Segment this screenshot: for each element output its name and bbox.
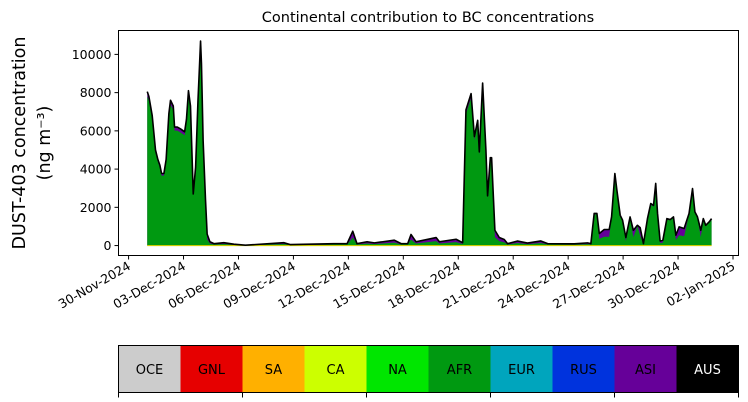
y-axis: 0 2000 4000 6000 8000 10000 [72, 47, 119, 253]
y-tick-label: 2000 [80, 200, 112, 215]
area-series-asi [147, 41, 712, 246]
legend-colorbar: OCE GNL SA CA NA AFR EUR RUS ASI AUS [118, 345, 739, 398]
legend-frame [118, 345, 739, 393]
legend-label-afr: AFR [447, 363, 472, 378]
y-axis-label-line2: (ng m⁻³) [35, 106, 55, 181]
x-axis: 30-Nov-202403-Dec-202406-Dec-202409-Dec-… [56, 255, 738, 312]
legend-label-oce: OCE [136, 363, 164, 378]
legend-swatch-asi [614, 345, 677, 393]
legend-label-asi: ASI [635, 363, 656, 378]
y-axis-label-line1: DUST-403 concentration [10, 37, 30, 250]
legend-label-ca: CA [327, 363, 345, 378]
legend-label-rus: RUS [570, 363, 597, 378]
chart-title: Continental contribution to BC concentra… [262, 10, 594, 26]
axes-frame [118, 30, 739, 256]
total-line [146, 40, 713, 246]
y-tick-label: 0 [104, 238, 112, 253]
y-tick-label: 4000 [80, 162, 112, 177]
legend-label-sa: SA [265, 363, 282, 378]
legend-label-eur: EUR [508, 363, 535, 378]
legend-swatch-aus [676, 345, 739, 393]
legend-swatch-na [366, 345, 429, 393]
legend-label-na: NA [388, 363, 407, 378]
legend-label-aus: AUS [694, 363, 721, 378]
legend-swatch-oce [118, 345, 181, 393]
y-tick-label: 10000 [72, 47, 112, 62]
legend-swatch-eur [490, 345, 553, 393]
legend-swatch-rus [552, 345, 615, 393]
legend-label-gnl: GNL [198, 363, 226, 378]
y-tick-label: 8000 [80, 85, 112, 100]
legend-swatch-gnl [180, 345, 243, 393]
y-tick-label: 6000 [80, 123, 112, 138]
legend-swatch-afr [428, 345, 491, 393]
legend-swatch-sa [242, 345, 305, 393]
area-series-afr [147, 47, 712, 246]
plot-area [146, 40, 713, 247]
legend-swatch-ca [304, 345, 367, 393]
